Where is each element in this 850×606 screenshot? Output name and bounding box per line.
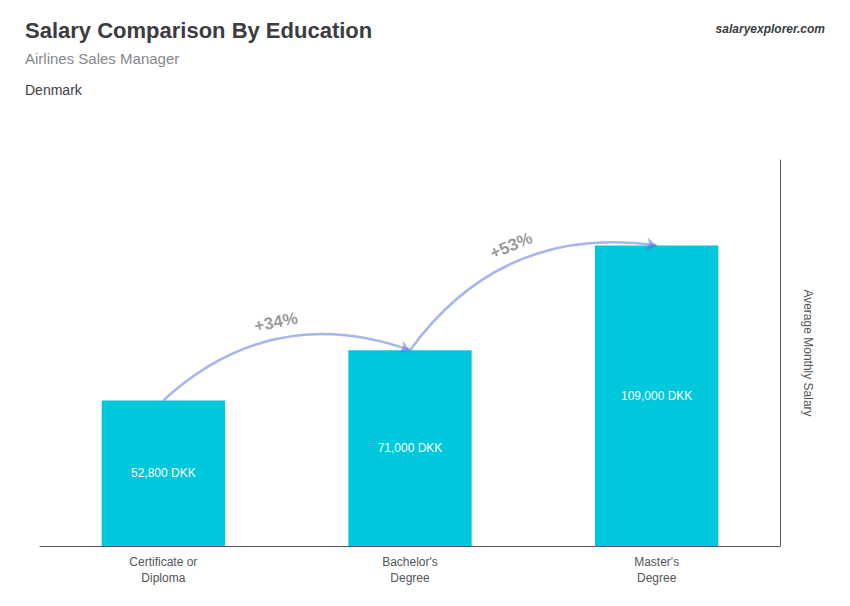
svg-text:salaryexplorer.com: salaryexplorer.com (716, 22, 826, 36)
svg-text:Diploma: Diploma (141, 571, 185, 585)
svg-text:71,000 DKK: 71,000 DKK (378, 441, 443, 455)
svg-text:Salary Comparison By Education: Salary Comparison By Education (25, 18, 372, 43)
svg-text:Degree: Degree (390, 571, 430, 585)
svg-text:109,000 DKK: 109,000 DKK (621, 389, 692, 403)
svg-text:Degree: Degree (637, 571, 677, 585)
svg-text:Average Monthly Salary: Average Monthly Salary (801, 289, 815, 416)
svg-text:52,800 DKK: 52,800 DKK (131, 466, 196, 480)
svg-text:Denmark: Denmark (25, 82, 83, 98)
svg-text:Airlines Sales Manager: Airlines Sales Manager (25, 50, 179, 67)
svg-text:+53%: +53% (487, 228, 535, 263)
svg-text:Bachelor's: Bachelor's (382, 555, 438, 569)
svg-text:Certificate or: Certificate or (129, 555, 197, 569)
svg-text:Master's: Master's (634, 555, 679, 569)
svg-text:+34%: +34% (252, 308, 299, 335)
